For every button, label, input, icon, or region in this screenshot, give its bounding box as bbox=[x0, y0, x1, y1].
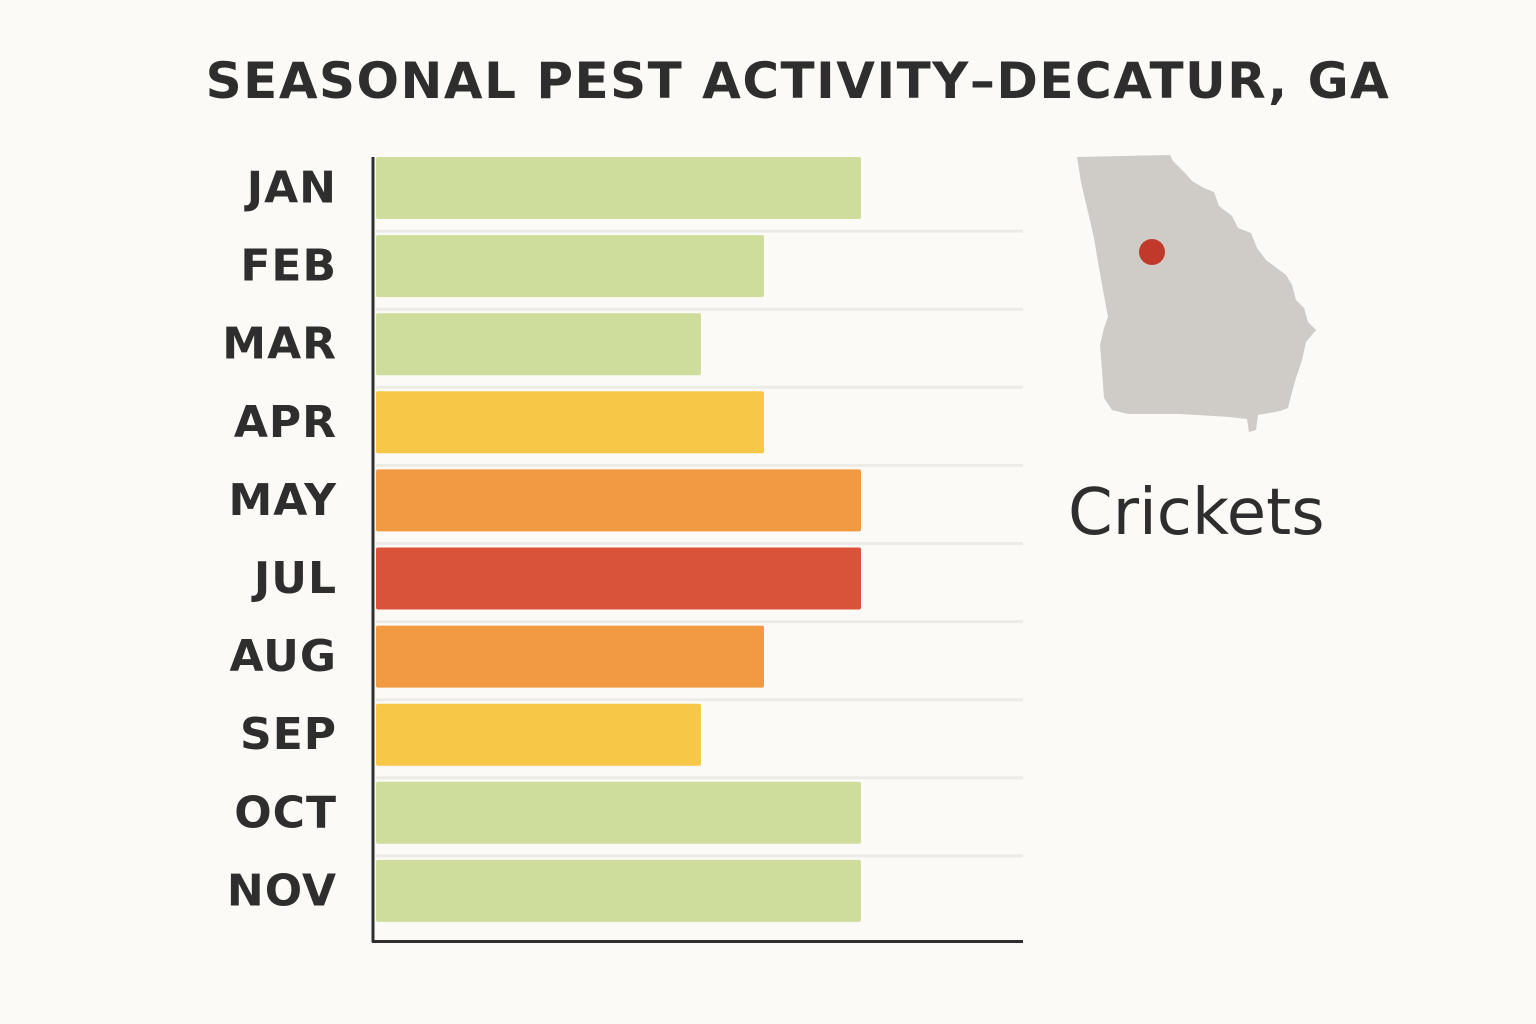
category-label-jan: JAN bbox=[244, 163, 337, 214]
category-label-aug: AUG bbox=[229, 631, 337, 682]
category-label-feb: FEB bbox=[240, 241, 337, 292]
bar-jan bbox=[376, 157, 862, 219]
georgia-state-map-icon bbox=[1077, 155, 1316, 432]
georgia-state-shape bbox=[1077, 155, 1316, 432]
category-label-sep: SEP bbox=[240, 709, 337, 760]
category-label-apr: APR bbox=[234, 397, 337, 448]
category-label-oct: OCT bbox=[234, 787, 337, 838]
bar-sep bbox=[376, 703, 701, 766]
bar-oct bbox=[376, 781, 862, 844]
bar-apr bbox=[376, 391, 765, 454]
category-labels: JAN FEB MAR APR MAY JUL AUG SEP OCT NOV bbox=[222, 163, 338, 917]
category-label-mar: MAR bbox=[222, 319, 337, 370]
bar-nov bbox=[376, 859, 862, 922]
gridlines bbox=[376, 229, 1023, 858]
category-label-may: MAY bbox=[229, 475, 338, 526]
category-label-jul: JUL bbox=[251, 553, 337, 604]
location-dot-icon bbox=[1139, 239, 1165, 265]
category-label-nov: NOV bbox=[227, 865, 337, 916]
chart-title: SEASONAL PEST ACTIVITY–DECATUR, GA bbox=[205, 52, 1391, 110]
bars bbox=[376, 157, 862, 922]
bar-jul bbox=[376, 547, 862, 610]
bar-aug bbox=[376, 625, 765, 688]
bar-feb bbox=[376, 235, 765, 298]
bar-may bbox=[376, 469, 862, 532]
species-label: Crickets bbox=[1068, 476, 1325, 550]
bar-mar bbox=[376, 313, 701, 376]
